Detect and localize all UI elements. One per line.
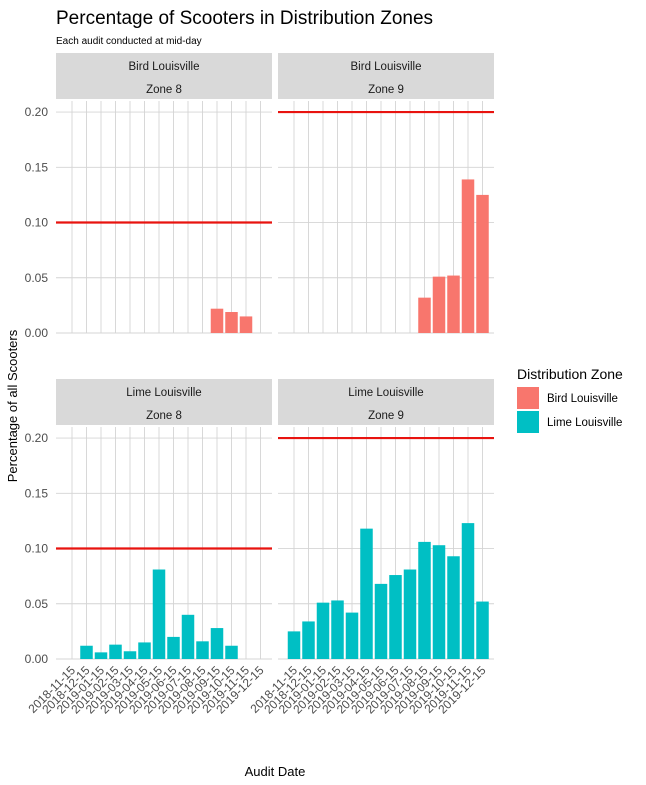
x-axis-title: Audit Date [245, 764, 306, 779]
y-tick-label: 0.05 [25, 597, 49, 611]
bar [210, 628, 224, 659]
bar [389, 575, 402, 659]
bar [476, 194, 489, 333]
bar [432, 276, 446, 333]
bar [239, 316, 253, 333]
bar [345, 612, 359, 659]
y-tick-label: 0.00 [25, 326, 49, 340]
y-tick-label: 0.10 [25, 542, 49, 556]
y-axis-title: Percentage of all Scooters [5, 329, 20, 482]
panel-strip-provider: Bird Louisville [129, 61, 200, 73]
bar [360, 528, 373, 659]
bar [123, 651, 137, 659]
panel-strip [278, 379, 494, 425]
bar [210, 308, 224, 333]
y-tick-label: 0.15 [25, 160, 49, 174]
legend-swatch-lime [517, 411, 539, 433]
panel-strip-provider: Lime Louisville [348, 387, 423, 399]
bar [461, 523, 475, 659]
chart-title: Percentage of Scooters in Distribution Z… [56, 8, 433, 29]
bar [181, 614, 195, 659]
bar [374, 583, 388, 659]
bar [287, 631, 301, 659]
panel-strip-zone: Zone 9 [368, 84, 404, 96]
bar [418, 541, 431, 659]
legend-label-bird: Bird Louisville [547, 393, 618, 405]
bar [403, 569, 417, 659]
legend-label-lime: Lime Louisville [547, 417, 622, 429]
bar [461, 179, 475, 333]
legend-swatch-bird [517, 387, 539, 409]
panel-strip [278, 53, 494, 99]
panel-strip-zone: Zone 8 [146, 410, 182, 422]
bar [109, 644, 122, 659]
bar [447, 556, 460, 659]
panel-strip [56, 379, 272, 425]
legend: Distribution Zone Bird Louisville Lime L… [517, 366, 623, 433]
panel-strip-provider: Bird Louisville [351, 61, 422, 73]
bar [94, 652, 108, 659]
panel-3: Lime Louisville Zone 8 0.00 0.05 0.10 0.15 0.2… [25, 379, 272, 717]
bar [447, 275, 460, 333]
panel-2: Bird Louisville Zone 9 [278, 53, 494, 334]
y-tick-label: 0.05 [25, 271, 49, 285]
y-tick-label: 0.20 [25, 105, 49, 119]
panel-strip [56, 53, 272, 99]
panel-strip-zone: Zone 9 [368, 410, 404, 422]
y-tick-label: 0.00 [25, 652, 49, 666]
bar [167, 636, 180, 659]
bar [316, 602, 330, 659]
bar [196, 641, 209, 659]
bar [476, 601, 489, 659]
bar [432, 545, 446, 659]
y-tick-label: 0.15 [25, 486, 49, 500]
panel-1: Bird Louisville Zone 8 0.00 0.05 0.10 0.15 0.2… [25, 53, 272, 340]
bar [302, 621, 315, 659]
bar [225, 312, 238, 333]
bar [331, 600, 344, 659]
y-tick-label: 0.20 [25, 431, 49, 445]
y-tick-label: 0.10 [25, 216, 49, 230]
bar [225, 645, 238, 659]
panels: Bird Louisville Zone 8 0.00 0.05 0.10 0.15 0.2… [25, 53, 494, 717]
bar [152, 569, 166, 659]
bar [138, 642, 151, 659]
panel-strip-provider: Lime Louisville [126, 387, 201, 399]
bar [80, 645, 93, 659]
bar [418, 297, 431, 333]
chart-subtitle: Each audit conducted at mid-day [56, 36, 202, 47]
legend-title: Distribution Zone [517, 366, 623, 382]
panel-strip-zone: Zone 8 [146, 84, 182, 96]
